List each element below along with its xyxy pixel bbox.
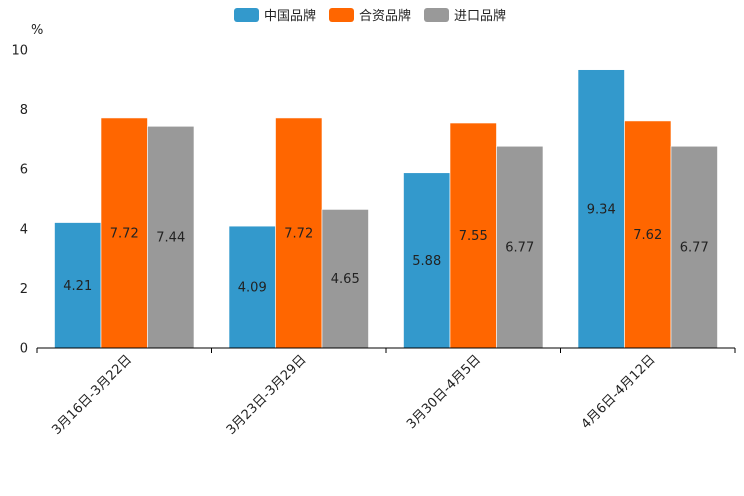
- bar[interactable]: [321, 209, 369, 349]
- x-tick-label: 3月30日-4月5日: [404, 352, 484, 432]
- bar[interactable]: [577, 69, 625, 349]
- legend-item-label[interactable]: 中国品牌: [264, 8, 316, 24]
- data-label: 4.09: [238, 281, 267, 296]
- bar[interactable]: [670, 145, 718, 349]
- bar[interactable]: [228, 225, 276, 349]
- y-tick-label: 0: [20, 342, 28, 357]
- bar[interactable]: [275, 117, 323, 349]
- bars: 4.21 7.72 7.44 4.09 7.72 4.65 5.88 7.55 6.77 9.34…: [54, 69, 718, 349]
- y-tick-label: 4: [20, 222, 28, 237]
- data-label: 7.44: [156, 231, 185, 246]
- bar[interactable]: [147, 125, 195, 349]
- legend[interactable]: 中国品牌 合资品牌 进口品牌: [234, 8, 506, 24]
- x-axis: 3月16日-3月22日 3月23日-3月29日 3月30日-4月5日 4月6日-4月1…: [36, 347, 736, 438]
- bar[interactable]: [54, 222, 102, 349]
- data-label: 7.62: [633, 228, 662, 243]
- legend-item-label[interactable]: 合资品牌: [359, 8, 411, 24]
- data-label: 4.65: [331, 272, 360, 287]
- data-label: 6.77: [505, 241, 534, 256]
- data-label: 6.77: [680, 241, 709, 256]
- x-tick-label: 3月16日-3月22日: [49, 352, 135, 438]
- data-label: 7.72: [284, 226, 313, 241]
- legend-swatch[interactable]: [329, 8, 354, 22]
- data-label: 7.55: [459, 229, 488, 244]
- y-axis-unit-label: %: [31, 23, 43, 38]
- y-tick-label: 10: [11, 44, 28, 59]
- legend-item-label[interactable]: 进口品牌: [454, 8, 506, 24]
- y-tick-label: 2: [20, 282, 28, 297]
- bar[interactable]: [100, 117, 148, 349]
- bar[interactable]: [449, 122, 497, 349]
- data-label: 7.72: [110, 226, 139, 241]
- y-tick-label: 8: [20, 103, 28, 118]
- y-tick-label: 6: [20, 163, 28, 178]
- legend-swatch[interactable]: [424, 8, 449, 22]
- data-label: 9.34: [587, 202, 616, 217]
- data-label: 5.88: [412, 254, 441, 269]
- y-axis: 0 2 4 6 8 10: [11, 44, 28, 357]
- x-tick-label: 4月6日-4月12日: [579, 352, 659, 432]
- legend-swatch[interactable]: [234, 8, 259, 22]
- x-tick-label: 3月23日-3月29日: [224, 352, 310, 438]
- data-label: 4.21: [63, 279, 92, 294]
